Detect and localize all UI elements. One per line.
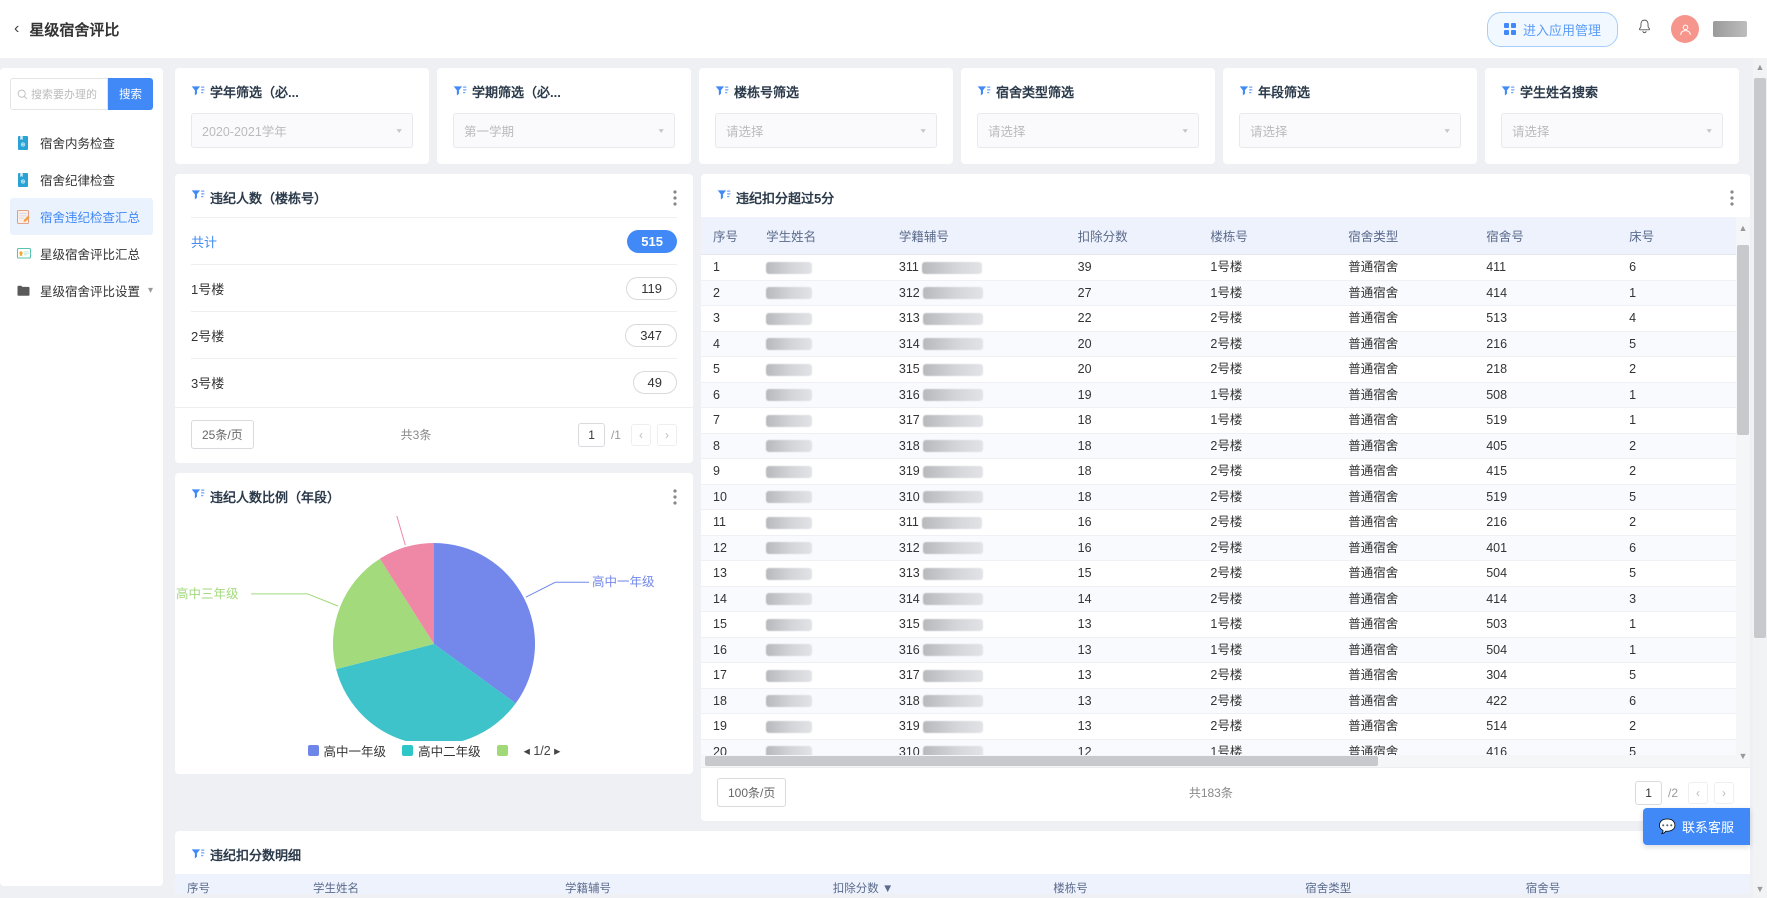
svg-text:高中一年级: 高中一年级 bbox=[592, 574, 655, 589]
svg-text:高中三年级: 高中三年级 bbox=[176, 586, 239, 601]
